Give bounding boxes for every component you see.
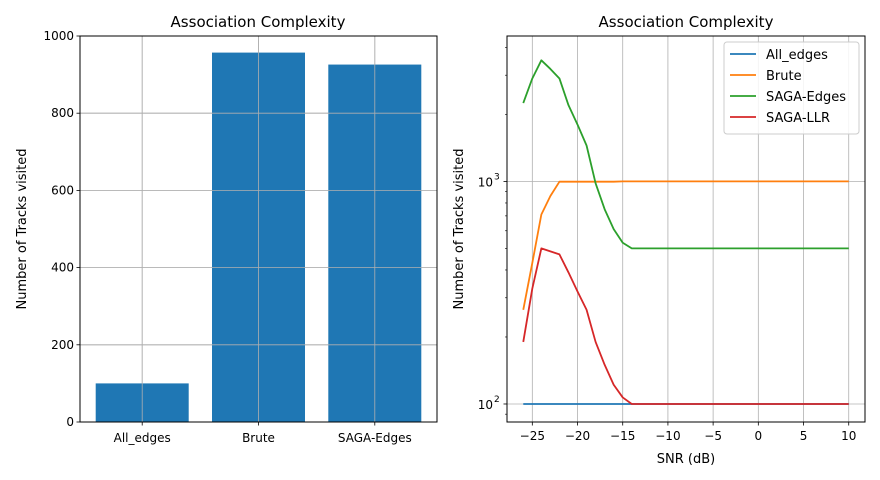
line-chart: Association Complexity −25 −20 −15 −10 −5 0 5 1… [452, 13, 866, 467]
x-tick-label: SAGA-Edges [338, 431, 412, 445]
y-tick-label: 0 [66, 415, 74, 429]
legend-label: All_edges [766, 48, 828, 63]
series-line-saga-edges [522, 59, 849, 250]
y-tick-label: 400 [51, 261, 74, 275]
bar-chart: Association Complexity 0 200 400 600 800 1000… [15, 13, 438, 445]
bar-chart-ylabel: Number of Tracks visited [15, 149, 30, 310]
x-tick-label: All_edges [114, 431, 171, 445]
y-tick-label: 800 [51, 106, 74, 120]
x-tick-label: 0 [755, 429, 763, 443]
y-tick-label: 10 [478, 175, 493, 189]
x-tick-label: −20 [565, 429, 590, 443]
x-tick-label: −25 [520, 429, 545, 443]
bar-chart-bars [80, 35, 437, 423]
line-chart-title: Association Complexity [599, 13, 774, 31]
line-chart-frame [506, 35, 866, 423]
y-tick-label: 10 [478, 398, 493, 412]
legend-label: SAGA-LLR [766, 111, 830, 126]
x-tick-label: −5 [704, 429, 722, 443]
legend-box [723, 41, 860, 135]
x-tick-label: 5 [800, 429, 808, 443]
y-tick-label: 1000 [43, 29, 74, 43]
x-tick-label: 10 [841, 429, 856, 443]
x-tick-label: −15 [610, 429, 635, 443]
legend-label: SAGA-Edges [766, 90, 846, 105]
legend: All_edges Brute SAGA-Edges SAGA-LLR [723, 41, 860, 135]
y-tick-label: 600 [51, 183, 74, 197]
line-chart-ylabel: Number of Tracks visited [452, 149, 467, 310]
x-tick-label: Brute [242, 431, 275, 445]
legend-label: Brute [766, 69, 802, 84]
line-chart-xlabel: SNR (dB) [657, 452, 715, 467]
x-tick-label: −10 [655, 429, 680, 443]
series-line-saga-llr [522, 247, 849, 405]
bar-chart-ticks: 0 200 400 600 800 1000 All_edges Brute SAGA-Edge… [43, 29, 411, 445]
bar-chart-title: Association Complexity [171, 13, 346, 31]
y-tick-exponent: 3 [494, 172, 500, 182]
bar-chart-frame [79, 35, 438, 423]
y-tick-label: 200 [51, 338, 74, 352]
series-line-brute [522, 180, 849, 310]
y-tick-exponent: 2 [494, 395, 500, 405]
line-chart-lines [522, 59, 849, 405]
